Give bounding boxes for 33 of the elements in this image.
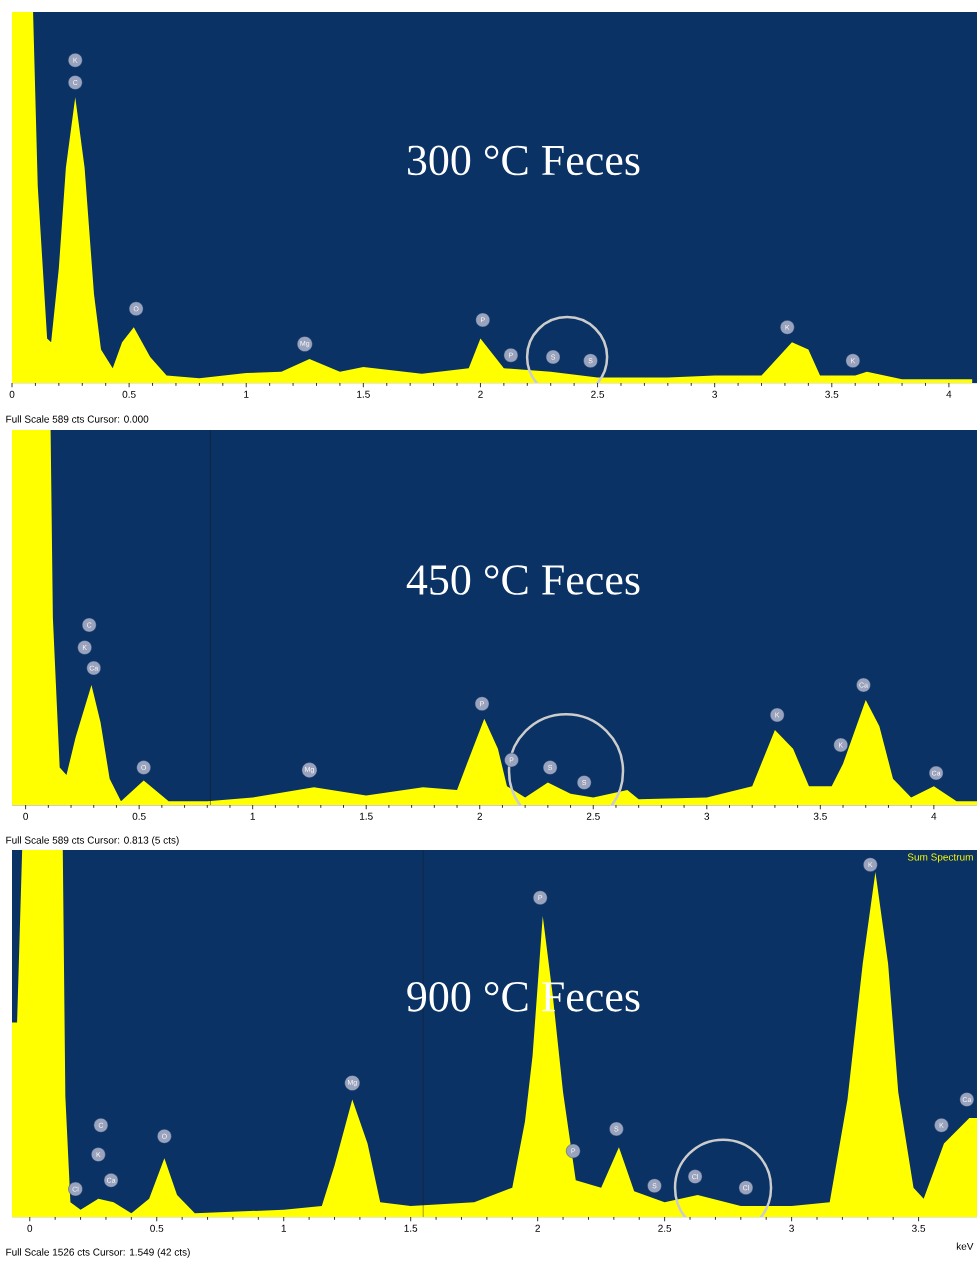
x-tick-label: 1 bbox=[244, 390, 249, 398]
x-tick-label: 2 bbox=[477, 812, 483, 820]
x-tick-label: 0.5 bbox=[122, 390, 136, 398]
text: 450 °C Feces bbox=[406, 565, 640, 595]
x-tick-label: 3 bbox=[789, 1224, 794, 1232]
x-tick-label: 0.5 bbox=[150, 1224, 164, 1232]
x-tick-label: 3.5 bbox=[912, 1224, 926, 1232]
x-tick-label: 2.5 bbox=[586, 812, 600, 820]
x-tick-label: 4 bbox=[931, 812, 937, 820]
x-tick-label: 0 bbox=[23, 812, 29, 820]
x-tick-label: 0 bbox=[9, 390, 15, 398]
x-tick-label: 2.5 bbox=[591, 390, 605, 398]
x-tick-label: 0 bbox=[27, 1224, 33, 1232]
text: Full Scale 589 cts Cursor: 0.000 bbox=[6, 415, 149, 423]
x-tick-label: 3.5 bbox=[813, 812, 827, 820]
x-tick-label: 1 bbox=[281, 1224, 287, 1232]
text: Full Scale 1526 cts Cursor: 1.549 (42 cts) bbox=[6, 1248, 190, 1258]
x-tick-label: 3.5 bbox=[825, 390, 839, 398]
x-tick-label: 1.5 bbox=[357, 390, 370, 398]
x-tick-label: 1.5 bbox=[360, 812, 373, 820]
x-tick-label: 2 bbox=[478, 390, 483, 398]
text: Full Scale 589 cts Cursor: 0.813 (5 cts) bbox=[6, 836, 179, 846]
x-tick-label: 1.5 bbox=[404, 1224, 418, 1232]
x-tick-label: 4 bbox=[946, 390, 952, 398]
x-tick-label: 2 bbox=[535, 1224, 540, 1232]
x-tick-label: 0.5 bbox=[132, 812, 146, 820]
x-tick-label: 2.5 bbox=[658, 1224, 672, 1232]
text: Sum Spectrum bbox=[907, 853, 973, 863]
x-tick-label: 3 bbox=[704, 812, 710, 820]
x-tick-label: 3 bbox=[712, 390, 718, 398]
x-tick-label: 1 bbox=[250, 812, 255, 820]
text: 300 °C Feces bbox=[407, 145, 640, 176]
x-axis-title: keV bbox=[956, 1242, 974, 1250]
